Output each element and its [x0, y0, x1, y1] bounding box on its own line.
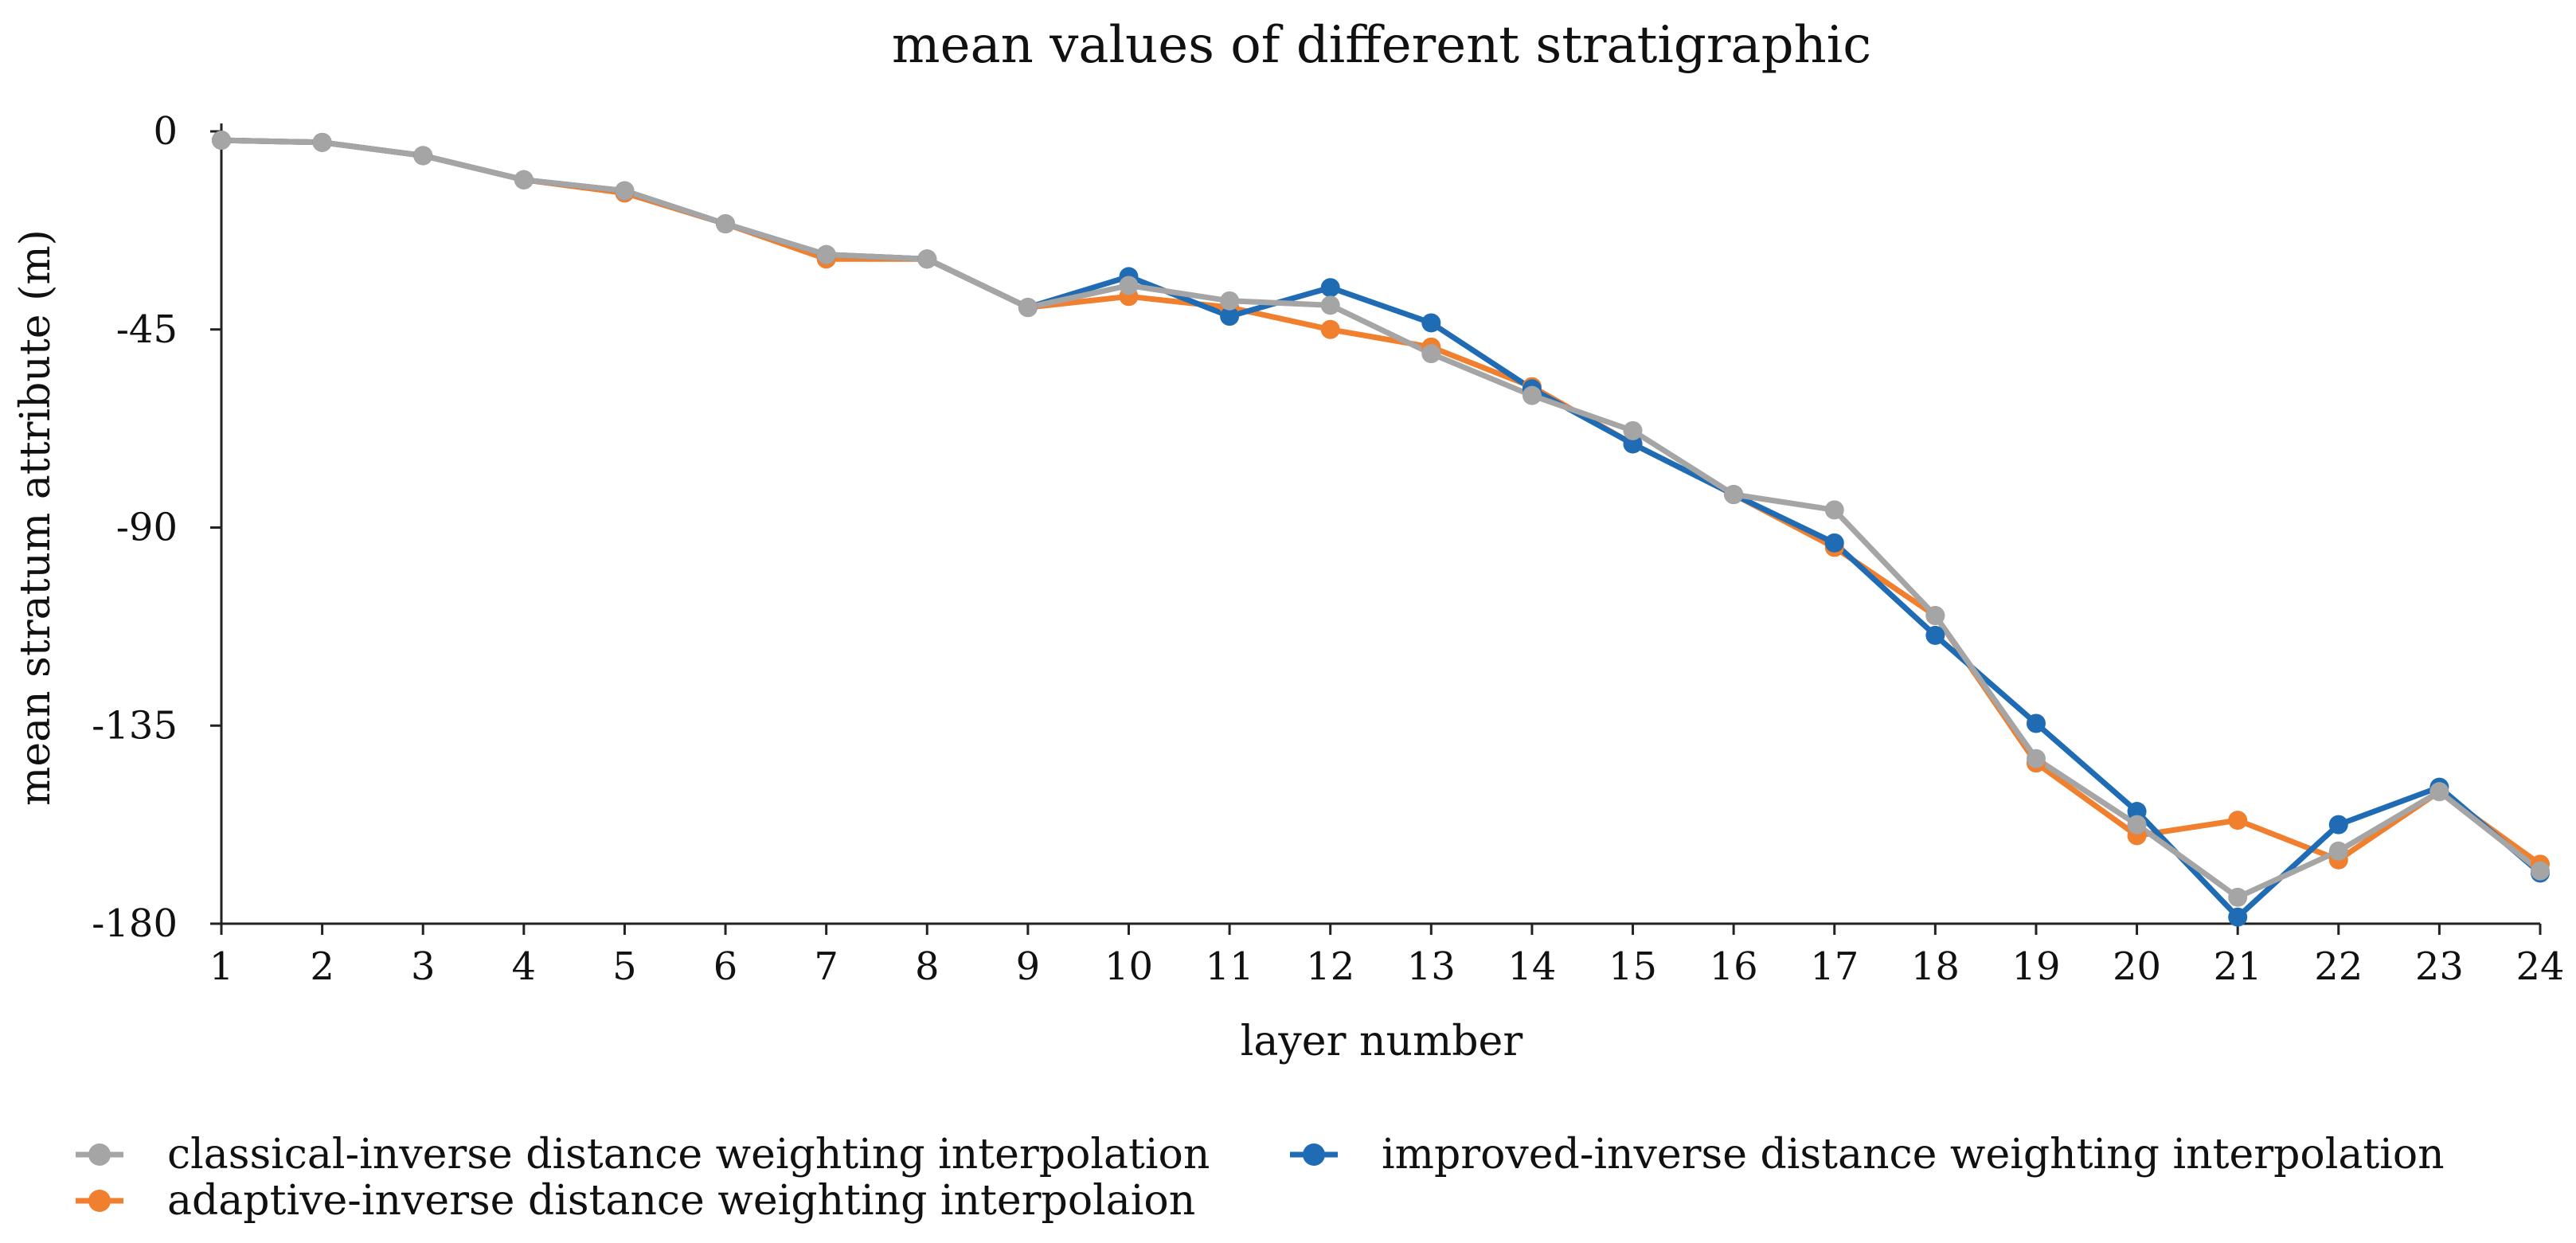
- data-point: [615, 181, 635, 201]
- data-point: [2026, 749, 2046, 768]
- data-point: [2228, 811, 2248, 831]
- axes: [210, 123, 2542, 935]
- data-point: [1018, 298, 1038, 318]
- data-point: [716, 214, 736, 234]
- data-point: [1119, 276, 1139, 295]
- series-lines: [221, 137, 2543, 921]
- legend-swatch-marker: [1303, 1143, 1325, 1166]
- x-tick-label: 2: [310, 944, 334, 989]
- series-points: [212, 131, 2550, 927]
- data-point: [1925, 625, 1945, 645]
- x-tick-label: 7: [814, 944, 838, 989]
- data-point: [917, 249, 937, 269]
- x-tick-label: 12: [1306, 944, 1354, 989]
- legend-label: adaptive-inverse distance weighting inte…: [167, 1177, 1195, 1225]
- x-tick-label: 24: [2515, 944, 2564, 989]
- y-tick-label: 0: [153, 109, 178, 154]
- x-tick-label: 15: [1609, 944, 1657, 989]
- x-tick-label: 8: [915, 944, 940, 989]
- y-tick-label: -135: [92, 703, 178, 748]
- data-point: [1623, 420, 1643, 440]
- data-point: [1724, 485, 1744, 505]
- y-tick-label: -45: [116, 307, 178, 352]
- legend-label: improved-inverse distance weighting inte…: [1382, 1131, 2445, 1179]
- x-tick-label: 20: [2113, 944, 2161, 989]
- series-line-3: [221, 137, 2543, 921]
- x-tick-label: 5: [612, 944, 637, 989]
- x-axis-label: layer number: [1241, 1018, 1523, 1065]
- data-point: [1522, 385, 1542, 405]
- x-tick-label: 23: [2415, 944, 2464, 989]
- y-tick-label: -180: [92, 901, 178, 946]
- x-tick-label: 17: [1810, 944, 1859, 989]
- data-point: [1824, 500, 1844, 520]
- data-point: [1421, 344, 1441, 364]
- data-point: [2429, 782, 2449, 802]
- legend-swatch-marker: [88, 1190, 111, 1212]
- data-point: [2531, 861, 2550, 881]
- data-point: [1320, 278, 1340, 298]
- x-tick-label: 13: [1407, 944, 1456, 989]
- data-point: [1421, 313, 1441, 333]
- data-point: [212, 131, 231, 150]
- x-tick-label: 18: [1911, 944, 1960, 989]
- legend-label: classical-inverse distance weighting int…: [167, 1131, 1210, 1179]
- data-point: [1320, 319, 1340, 339]
- x-tick-label: 16: [1710, 944, 1758, 989]
- data-point: [1623, 434, 1643, 454]
- x-tick-label: 19: [2011, 944, 2060, 989]
- data-point: [1220, 307, 1240, 326]
- x-tick-label: 22: [2314, 944, 2363, 989]
- data-point: [2026, 713, 2046, 733]
- data-point: [2127, 815, 2147, 835]
- data-point: [312, 132, 332, 152]
- y-axis-label: mean stratum attribute (m): [12, 229, 60, 806]
- series-line-1: [221, 137, 2543, 901]
- data-point: [2328, 841, 2348, 861]
- data-point: [514, 170, 534, 190]
- data-point: [2228, 887, 2248, 907]
- data-point: [2228, 907, 2248, 927]
- x-tick-label: 11: [1206, 944, 1254, 989]
- x-tick-label: 14: [1507, 944, 1556, 989]
- x-tick-label: 4: [512, 944, 537, 989]
- data-point: [816, 244, 836, 264]
- legend: classical-inverse distance weighting int…: [76, 1131, 2445, 1225]
- data-point: [2127, 802, 2147, 822]
- x-tick-label: 10: [1104, 944, 1153, 989]
- x-tick-label: 1: [209, 944, 234, 989]
- legend-swatch-marker: [88, 1143, 111, 1166]
- data-point: [1220, 291, 1240, 311]
- data-point: [1925, 606, 1945, 626]
- series-line-2: [221, 137, 2543, 867]
- data-point: [1320, 295, 1340, 315]
- x-tick-label: 9: [1016, 944, 1041, 989]
- tick-labels: 1 2 3 4 5 6 7 8 9 10 11 12 13 14 15 16 17 18 19 20 21 22 23 240…: [92, 109, 2564, 989]
- data-point: [413, 146, 433, 166]
- data-point: [2328, 815, 2348, 835]
- x-tick-label: 6: [713, 944, 738, 989]
- y-tick-label: -90: [116, 506, 178, 550]
- x-tick-label: 3: [411, 944, 436, 989]
- x-tick-label: 21: [2214, 944, 2262, 989]
- data-point: [1824, 533, 1844, 553]
- chart-title: mean values of different stratigraphic: [892, 16, 1871, 75]
